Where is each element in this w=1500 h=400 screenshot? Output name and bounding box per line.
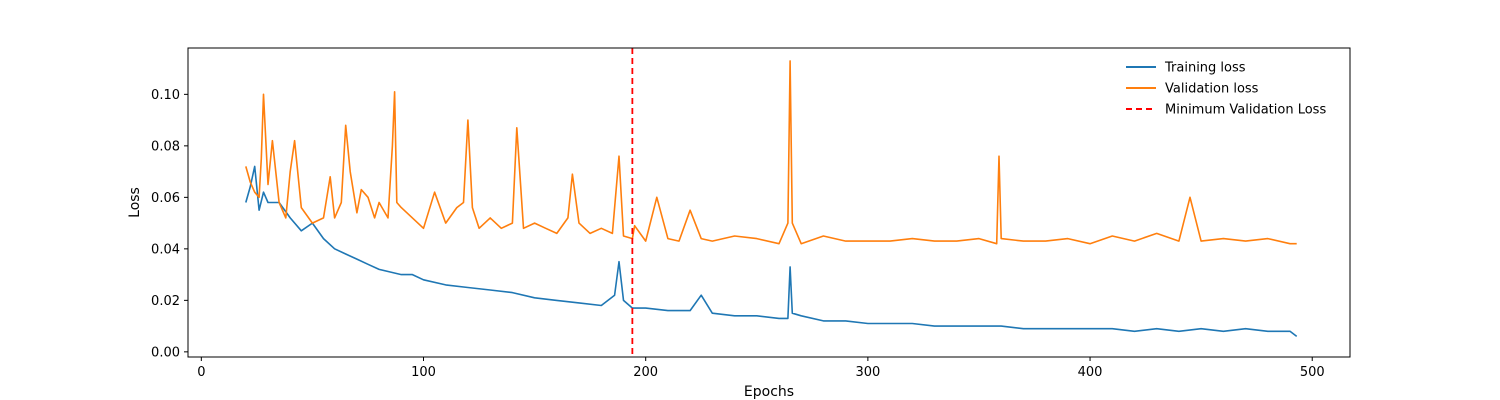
x-tick-label: 300 [855, 365, 880, 380]
y-tick-label: 0.08 [151, 139, 180, 154]
legend-label-minimum-validation-loss: Minimum Validation Loss [1165, 103, 1326, 118]
y-axis-label: Loss [127, 187, 143, 218]
x-tick-label: 500 [1300, 365, 1325, 380]
plot-layer [245, 48, 1298, 357]
x-tick-label: 100 [411, 365, 436, 380]
ticks-layer: 0 100 200 300 400 500 0.00 0.02 0.04 0.06 0.08 0.10 [151, 88, 1325, 380]
y-tick-label: 0.10 [151, 88, 180, 103]
series-line-training-loss [245, 165, 1298, 338]
y-tick-label: 0.06 [151, 191, 180, 206]
axes-frame [187, 47, 1351, 358]
y-tick-label: 0.02 [151, 294, 180, 309]
legend-label-validation-loss: Validation loss [1165, 82, 1259, 97]
x-tick-label: 400 [1078, 365, 1103, 380]
series-line-validation-loss [245, 60, 1297, 245]
legend: Training loss Validation loss Minimum Va… [1126, 61, 1326, 118]
x-axis-label: Epochs [744, 384, 794, 400]
legend-label-training-loss: Training loss [1164, 61, 1246, 76]
y-tick-label: 0.04 [151, 242, 180, 257]
y-tick-label: 0.00 [151, 345, 180, 360]
x-tick-label: 200 [633, 365, 658, 380]
x-tick-label: 0 [197, 365, 205, 380]
